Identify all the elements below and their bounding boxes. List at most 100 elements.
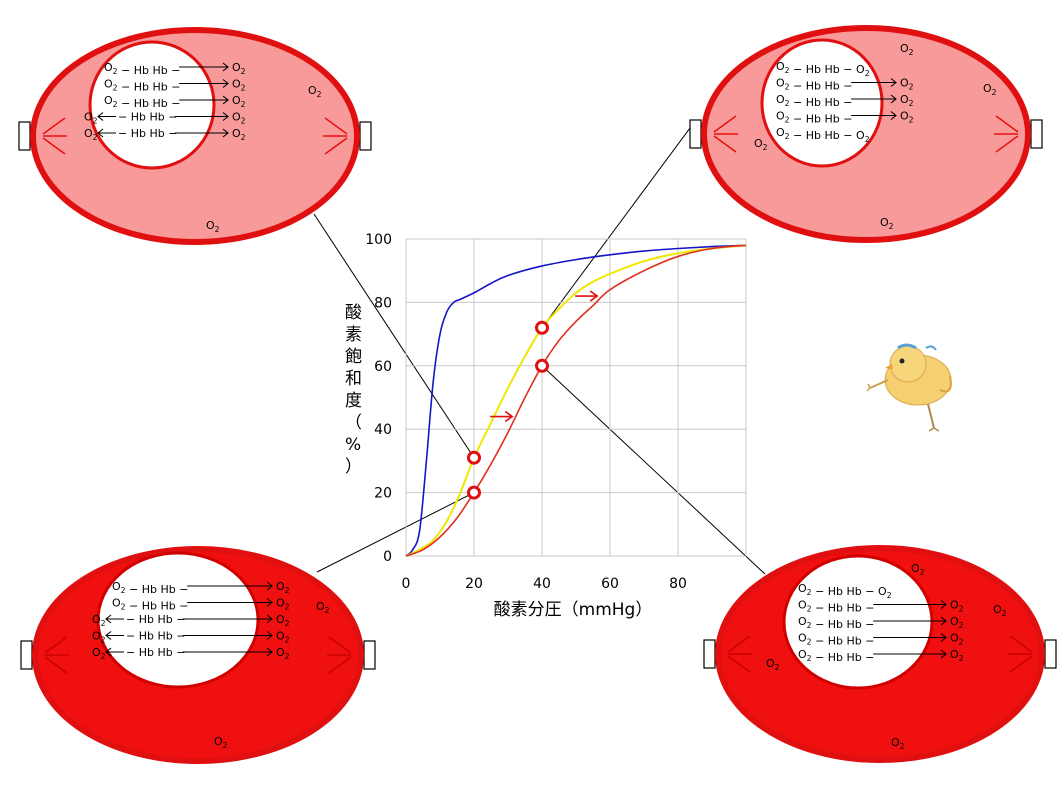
hb-row: O2 − Hb Hb − O2: [104, 78, 246, 94]
hb-row-text: O2 − Hb Hb − O2: [776, 60, 870, 78]
y-tick-label: 0: [383, 549, 392, 565]
o2-label: O2: [993, 603, 1007, 618]
o2-label: O2: [232, 61, 246, 76]
hb-row-text: O2 − Hb Hb −: [112, 580, 189, 596]
hb-row: O2 − Hb Hb − O2: [776, 126, 870, 144]
o2-label: O2: [276, 630, 290, 645]
hb-row-text: O2 − Hb Hb −: [776, 110, 853, 126]
chart-markers: [467, 320, 549, 500]
x-tick-label: 0: [402, 576, 411, 592]
chick-icon: [866, 343, 952, 432]
x-axis-label: 酸素分圧（mmHg）: [494, 600, 653, 620]
hb-row: O2 − Hb Hb − O2: [798, 599, 964, 615]
oxygen-dissociation-chart: 0 20 40 60 80 100 0 20 40 60 80 酸素分圧（mmHg） 酸素飽和度（…: [345, 232, 747, 620]
o2-label: O2: [276, 597, 290, 612]
hb-row-text: O2 − Hb Hb −: [104, 78, 181, 94]
x-tick-label: 40: [533, 576, 551, 592]
hb-row: − Hb Hb − O2 O2: [92, 630, 290, 645]
y-tick-label: 60: [374, 359, 392, 375]
o2-label: O2: [880, 216, 894, 231]
o2-label: O2: [276, 580, 290, 595]
hb-row: O2 − Hb Hb − O2: [798, 632, 964, 648]
hb-row: − Hb Hb − O2 O2: [92, 613, 290, 628]
hb-row-text: − Hb Hb −: [126, 613, 185, 626]
o2-label: O2: [900, 77, 914, 92]
hb-row-text: O2 − Hb Hb −: [776, 77, 853, 93]
x-tick-label: 60: [601, 576, 619, 592]
o2-label: O2: [214, 735, 228, 750]
x-tick-label: 20: [465, 576, 483, 592]
y-tick-label: 80: [374, 295, 392, 311]
hb-row: O2 − Hb Hb − O2: [104, 94, 246, 110]
hb-row: O2 − Hb Hb − O2: [798, 648, 964, 664]
hb-row-text: O2 − Hb Hb −: [798, 615, 875, 631]
o2-label: O2: [900, 110, 914, 125]
hb-row-text: O2 − Hb Hb −: [776, 93, 853, 109]
o2-label: O2: [308, 84, 322, 99]
hb-row: O2 − Hb Hb − O2: [776, 110, 914, 126]
connector-line: [541, 123, 694, 329]
chart-marker: [535, 358, 549, 373]
o2-label: O2: [911, 562, 925, 577]
cell-bottom-right: O2 − Hb Hb − O2 O2 − Hb Hb − O2 O2 − Hb Hb …: [703, 545, 1057, 763]
o2-label: O2: [206, 219, 220, 234]
y-tick-label: 100: [365, 232, 392, 248]
cell-bracket: [359, 121, 372, 151]
hb-row: O2 − Hb Hb − O2: [798, 582, 892, 600]
y-tick-labels: 0 20 40 60 80 100: [365, 232, 392, 565]
cell-bracket: [1030, 119, 1043, 149]
hb-row-text: O2 − Hb Hb −: [798, 648, 875, 664]
o2-label: O2: [950, 648, 964, 663]
cell-bracket: [703, 639, 716, 669]
o2-label: O2: [754, 137, 768, 152]
o2-label: O2: [232, 78, 246, 93]
o2-label: O2: [276, 646, 290, 661]
hb-row: − Hb Hb − O2 O2: [84, 111, 246, 126]
o2-label: O2: [92, 630, 106, 645]
hb-row-text: O2 − Hb Hb − O2: [776, 126, 870, 144]
cell-bracket: [363, 640, 376, 670]
hb-row-text: − Hb Hb −: [126, 630, 185, 643]
chart-grid: [405, 238, 747, 557]
hb-row: O2 − Hb Hb − O2: [776, 77, 914, 93]
chart-marker: [467, 450, 481, 465]
hb-row: − Hb Hb − O2 O2: [92, 646, 290, 661]
hb-row: O2 − Hb Hb − O2: [776, 93, 914, 109]
cell-bracket: [18, 121, 31, 151]
o2-label: O2: [950, 599, 964, 614]
hb-row-text: − Hb Hb −: [118, 111, 177, 124]
hb-row: O2 − Hb Hb − O2: [776, 60, 870, 78]
o2-label: O2: [900, 42, 914, 57]
o2-label: O2: [766, 657, 780, 672]
x-tick-label: 80: [669, 576, 687, 592]
o2-label: O2: [950, 615, 964, 630]
connector-line: [316, 492, 475, 573]
hb-row-text: O2 − Hb Hb − O2: [798, 582, 892, 600]
hb-row-text: O2 − Hb Hb −: [112, 597, 189, 613]
hb-row-text: O2 − Hb Hb −: [104, 94, 181, 110]
hb-row-text: O2 − Hb Hb −: [798, 632, 875, 648]
cell-bracket: [20, 640, 33, 670]
o2-label: O2: [983, 82, 997, 97]
o2-label: O2: [276, 613, 290, 628]
chart-series: [405, 244, 747, 557]
o2-label: O2: [950, 632, 964, 647]
o2-label: O2: [232, 111, 246, 126]
shift-arrow: [490, 410, 514, 423]
o2-label: O2: [92, 613, 106, 628]
cell-nucleus: [782, 554, 934, 690]
series-line-1: [405, 244, 747, 557]
o2-label: O2: [232, 94, 246, 109]
connector-line: [313, 213, 475, 459]
cell-bracket: [689, 119, 702, 149]
cell-nucleus: [760, 38, 884, 168]
o2-label: O2: [84, 127, 98, 142]
hb-row: O2 − Hb Hb − O2: [798, 615, 964, 631]
chart-marker: [535, 320, 549, 335]
o2-label: O2: [84, 111, 98, 126]
connector-lines: [313, 123, 766, 575]
